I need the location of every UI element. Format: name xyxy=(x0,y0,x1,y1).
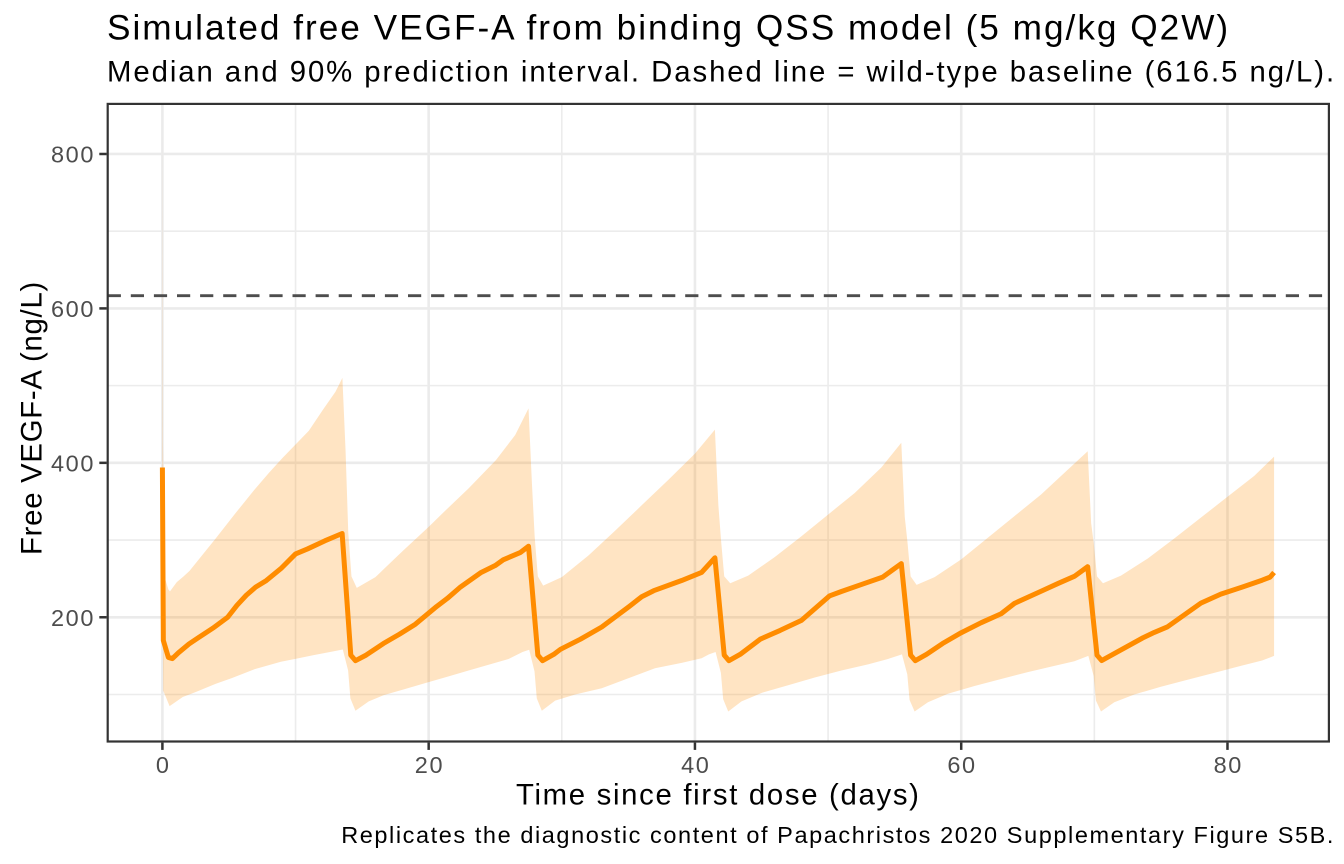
svg-text:Time since first dose (days): Time since first dose (days) xyxy=(516,779,921,812)
svg-text:60: 60 xyxy=(947,752,976,778)
svg-text:Simulated free VEGF-A from bin: Simulated free VEGF-A from binding QSS m… xyxy=(107,9,1230,48)
svg-text:80: 80 xyxy=(1214,752,1243,778)
svg-text:Free VEGF-A (ng/L): Free VEGF-A (ng/L) xyxy=(16,281,49,555)
svg-text:600: 600 xyxy=(51,296,95,322)
svg-text:200: 200 xyxy=(51,605,95,631)
svg-text:0: 0 xyxy=(156,752,171,778)
svg-text:400: 400 xyxy=(51,450,95,476)
svg-text:Median and 90% prediction inte: Median and 90% prediction interval. Dash… xyxy=(107,56,1336,89)
svg-text:40: 40 xyxy=(681,752,710,778)
svg-text:20: 20 xyxy=(415,752,444,778)
svg-text:Replicates the diagnostic cont: Replicates the diagnostic content of Pap… xyxy=(341,822,1335,848)
svg-text:800: 800 xyxy=(51,141,95,167)
